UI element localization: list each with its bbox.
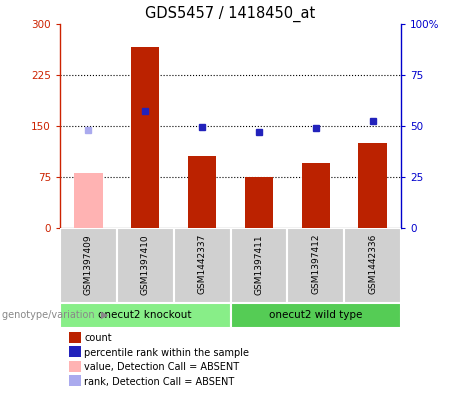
Bar	[301, 163, 330, 228]
Text: genotype/variation  ▶: genotype/variation ▶	[2, 310, 109, 320]
Text: count: count	[84, 333, 112, 343]
Bar	[287, 228, 344, 303]
Bar	[230, 303, 401, 328]
Text: GSM1397411: GSM1397411	[254, 234, 263, 294]
Bar	[358, 143, 387, 228]
Bar	[230, 228, 287, 303]
Text: rank, Detection Call = ABSENT: rank, Detection Call = ABSENT	[84, 376, 235, 387]
Bar	[74, 173, 102, 228]
Bar	[188, 156, 216, 228]
Text: GSM1397409: GSM1397409	[84, 234, 93, 294]
Bar	[60, 228, 117, 303]
Text: onecut2 knockout: onecut2 knockout	[99, 310, 192, 320]
Text: value, Detection Call = ABSENT: value, Detection Call = ABSENT	[84, 362, 239, 372]
Text: percentile rank within the sample: percentile rank within the sample	[84, 347, 249, 358]
Bar	[117, 228, 174, 303]
Title: GDS5457 / 1418450_at: GDS5457 / 1418450_at	[145, 6, 316, 22]
Bar	[344, 228, 401, 303]
Bar	[174, 228, 230, 303]
Text: GSM1397412: GSM1397412	[311, 234, 320, 294]
Text: onecut2 wild type: onecut2 wild type	[269, 310, 362, 320]
Text: GSM1442336: GSM1442336	[368, 234, 377, 294]
Bar	[60, 303, 230, 328]
Text: GSM1397410: GSM1397410	[141, 234, 150, 294]
Text: GSM1442337: GSM1442337	[198, 234, 207, 294]
Bar	[245, 177, 273, 228]
Bar	[131, 48, 160, 228]
